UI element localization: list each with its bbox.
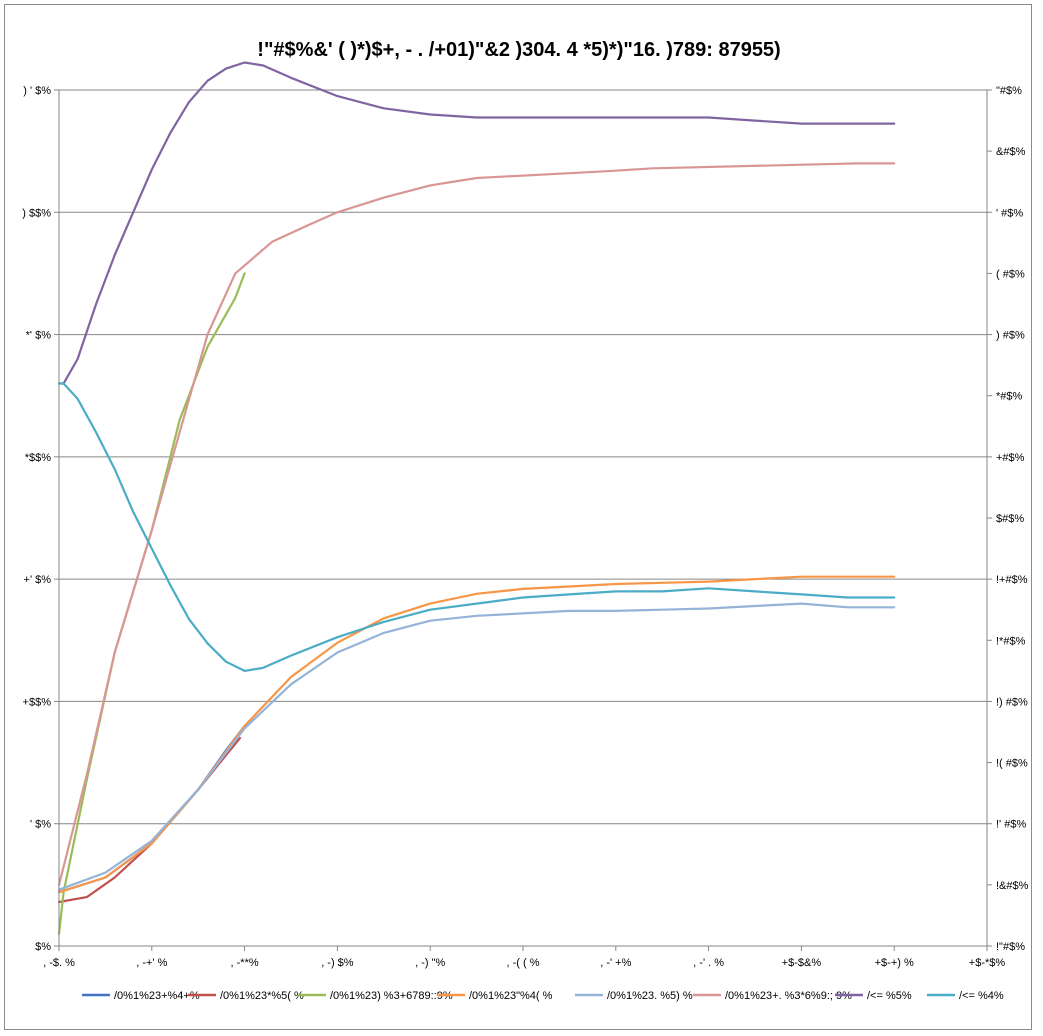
y-left-tick-label: ' $%	[30, 819, 51, 831]
y-right-tick-label: !( #$%	[996, 758, 1028, 770]
x-tick-label: , -$. %	[43, 957, 75, 969]
legend-label: /0%1%23+. %3*6%9:; 9%	[725, 990, 852, 1002]
legend-label: /0%1%23"%4( %	[469, 990, 553, 1002]
x-tick-label: +$-*$%	[969, 957, 1006, 969]
series-line	[57, 602, 896, 891]
legend-label: /0%1%23*%5( %	[220, 990, 304, 1002]
series-line	[57, 736, 242, 904]
y-right-tick-label: &#$%	[996, 146, 1026, 158]
y-left-tick-label: +' $%	[24, 574, 52, 586]
y-right-tick-label: !' #$%	[996, 819, 1026, 831]
x-tick-label: , -) "%	[415, 957, 445, 969]
series-layer	[57, 61, 896, 935]
y-left-tick-label: *$$%	[25, 452, 52, 464]
series-line	[57, 162, 896, 887]
y-right-tick-label: !&#$%	[996, 880, 1029, 892]
y-left-tick-label: ) $$%	[22, 207, 51, 219]
y-left-tick-label: *' $%	[26, 330, 52, 342]
series-line	[57, 272, 246, 935]
legend-label: /<= %4%	[959, 990, 1004, 1002]
y-right-tick-label: !"#$%	[996, 941, 1025, 953]
x-tick-label: +$-$&%	[782, 957, 822, 969]
x-tick-label: , -( ( %	[507, 957, 540, 969]
legend-label: /<= %5%	[867, 990, 912, 1002]
x-tick-label: , -+' %	[136, 957, 167, 969]
x-tick-label: , -' . %	[693, 957, 724, 969]
chart-canvas: !"#$%&' ( )*)$+, - . /+01)"&2 )304. 4 *5…	[22, 39, 1028, 1002]
y-right-tick-label: ( #$%	[996, 268, 1025, 280]
series-line	[57, 724, 246, 894]
y-right-tick-label: ) #$%	[996, 330, 1025, 342]
series-line	[57, 575, 896, 894]
y-right-tick-label: ' #$%	[996, 207, 1023, 219]
legend-label: /0%1%23) %3+6789::9%	[330, 990, 453, 1002]
chart-title: !"#$%&' ( )*)$+, - . /+01)"&2 )304. 4 *5…	[257, 39, 780, 61]
x-tick-label: , -' +%	[600, 957, 631, 969]
y-left-tick-label: $%	[35, 941, 51, 953]
y-right-tick-label: "#$%	[996, 85, 1022, 97]
chart-frame: !"#$%&' ( )*)$+, - . /+01)"&2 )304. 4 *5…	[4, 4, 1032, 1030]
x-tick-label: , -) $%	[321, 957, 354, 969]
y-right-tick-label: !) #$%	[996, 696, 1028, 708]
series-line	[57, 61, 896, 385]
y-left-tick-label: ) ' $%	[23, 85, 51, 97]
y-right-tick-label: $#$%	[996, 513, 1024, 525]
y-right-tick-label: !*#$%	[996, 635, 1026, 647]
grid-layer	[59, 89, 987, 825]
legend: /0%1%23+%4+% /0%1%23*%5( % /0%1%23) %3+678…	[82, 990, 1004, 1002]
legend-label: /0%1%23+%4+%	[114, 990, 200, 1002]
legend-label: /0%1%23. %5) %	[607, 990, 693, 1002]
axis-layer: $% ' $% +$$% +' $% *$$% *' $% ) $$% ) ' $% !"#$%…	[22, 85, 1028, 969]
x-tick-label: +$-+) %	[875, 957, 914, 969]
series-line	[57, 382, 896, 673]
y-right-tick-label: !+#$%	[996, 574, 1028, 586]
y-right-tick-label: *#$%	[996, 391, 1023, 403]
y-left-tick-label: +$$%	[23, 696, 52, 708]
y-right-tick-label: +#$%	[996, 452, 1025, 464]
x-tick-label: , -**%	[231, 957, 259, 969]
